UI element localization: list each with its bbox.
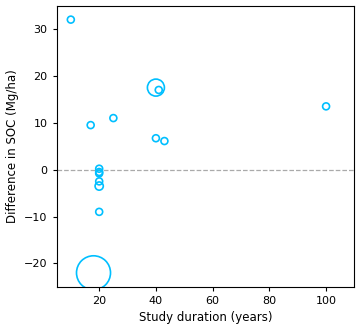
Point [96,166,102,171]
Point [323,104,329,109]
X-axis label: Study duration (years): Study duration (years) [139,312,272,324]
Point [153,85,159,90]
Point [91,270,96,276]
Point [153,136,159,141]
Point [96,179,102,184]
Point [96,183,102,189]
Point [111,115,116,121]
Point [68,17,74,22]
Point [156,87,162,93]
Point [96,209,102,214]
Y-axis label: Difference in SOC (Mg/ha): Difference in SOC (Mg/ha) [5,69,19,223]
Point [88,122,94,128]
Point [96,169,102,175]
Point [162,138,167,144]
Point [96,171,102,176]
